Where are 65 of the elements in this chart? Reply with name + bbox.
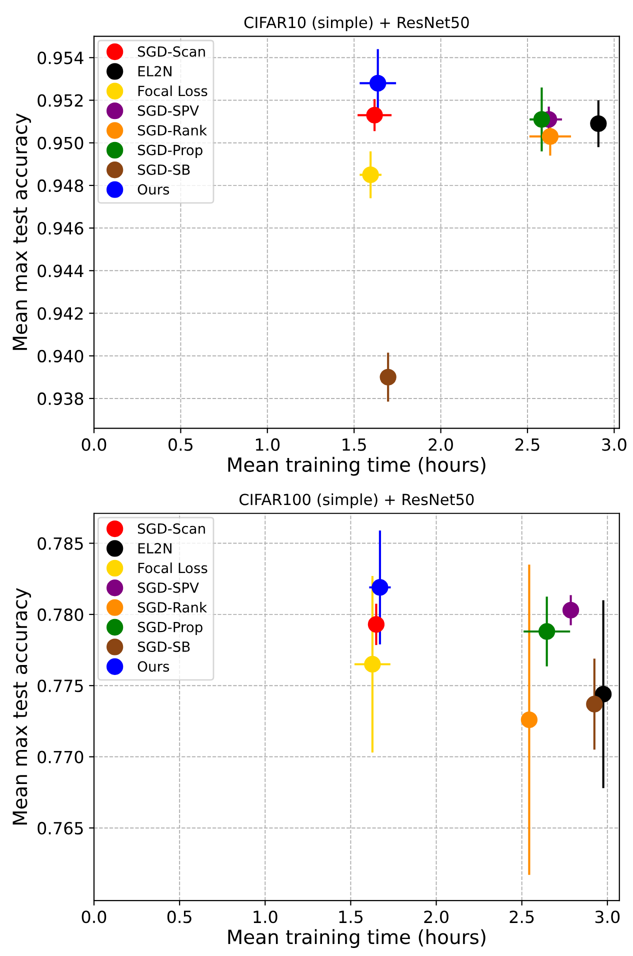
point: [520, 711, 538, 728]
legend-label: SGD-Prop: [138, 144, 202, 158]
point: [542, 128, 559, 145]
chart-title: CIFAR100 (simple) + ResNet50: [240, 493, 474, 508]
legend-label: SGD-SB: [138, 641, 190, 652]
x-axis-title: Mean training time (hours): [228, 456, 486, 476]
legend-label: SGD-Prop: [138, 622, 202, 635]
x-tick-label: 3.0: [595, 910, 620, 924]
x-tick-label: 1.5: [342, 438, 366, 451]
y-tick-label: 0.940: [38, 350, 84, 362]
y-tick-label: 0.775: [38, 680, 83, 692]
x-tick-label: 1.5: [339, 910, 363, 924]
y-tick-label: 0.952: [38, 94, 83, 107]
y-tick-label: 0.944: [38, 264, 84, 278]
x-tick-label: 3.0: [602, 438, 626, 451]
x-tick-label: 2.0: [424, 910, 448, 924]
y-tick-label: 0.950: [38, 136, 84, 150]
y-axis-title: Mean max test accuracy: [12, 588, 32, 825]
point: [362, 166, 379, 184]
chart-title: CIFAR10 (simple) + ResNet50: [244, 16, 469, 32]
legend-label: EL2N: [138, 543, 172, 554]
y-tick-label: 0.948: [38, 179, 84, 192]
x-tick-label: 0.5: [168, 438, 192, 451]
point: [364, 656, 381, 673]
point: [372, 579, 388, 596]
x-tick-label: 1.0: [256, 438, 280, 451]
legend-label: SGD-SB: [138, 164, 190, 175]
legend-label: SGD-Rank: [138, 602, 207, 613]
legend-label: SGD-Scan: [138, 523, 205, 534]
point: [533, 111, 550, 128]
x-tick-label: 2.5: [510, 910, 534, 924]
y-axis-title: Mean max test accuracy: [12, 113, 32, 350]
y-tick-label: 0.954: [38, 52, 84, 64]
y-tick-label: 0.942: [38, 307, 83, 320]
x-axis-title: Mean training time (hours): [228, 929, 486, 948]
point: [538, 623, 556, 640]
point: [380, 368, 396, 386]
point: [368, 616, 385, 633]
x-tick-label: 0.0: [82, 438, 106, 451]
x-tick-label: 0.0: [82, 910, 106, 924]
x-tick-label: 0.5: [167, 910, 192, 924]
point: [366, 106, 383, 124]
legend-label: SGD-Scan: [138, 46, 205, 57]
legend-label: EL2N: [138, 66, 172, 76]
point: [590, 115, 607, 132]
y-tick-label: 0.770: [38, 750, 84, 764]
x-tick-label: 2.0: [428, 438, 453, 451]
legend-label: SGD-SPV: [138, 582, 199, 593]
y-tick-label: 0.765: [38, 822, 83, 835]
x-tick-label: 1.0: [254, 910, 278, 924]
legend-label: Ours: [138, 661, 170, 672]
legend-label: SGD-Rank: [138, 124, 207, 136]
y-tick-label: 0.938: [38, 392, 84, 406]
y-tick-label: 0.780: [38, 608, 84, 622]
y-tick-label: 0.785: [38, 537, 83, 550]
legend-label: SGD-SPV: [138, 105, 199, 116]
y-tick-label: 0.946: [38, 222, 84, 235]
x-tick-label: 2.5: [515, 438, 540, 451]
legend-label: Focal Loss: [138, 85, 208, 96]
point: [370, 74, 386, 92]
legend-label: Focal Loss: [138, 562, 208, 574]
point: [562, 602, 580, 618]
point: [594, 686, 612, 702]
legend-label: Ours: [138, 184, 170, 195]
point: [586, 696, 603, 712]
